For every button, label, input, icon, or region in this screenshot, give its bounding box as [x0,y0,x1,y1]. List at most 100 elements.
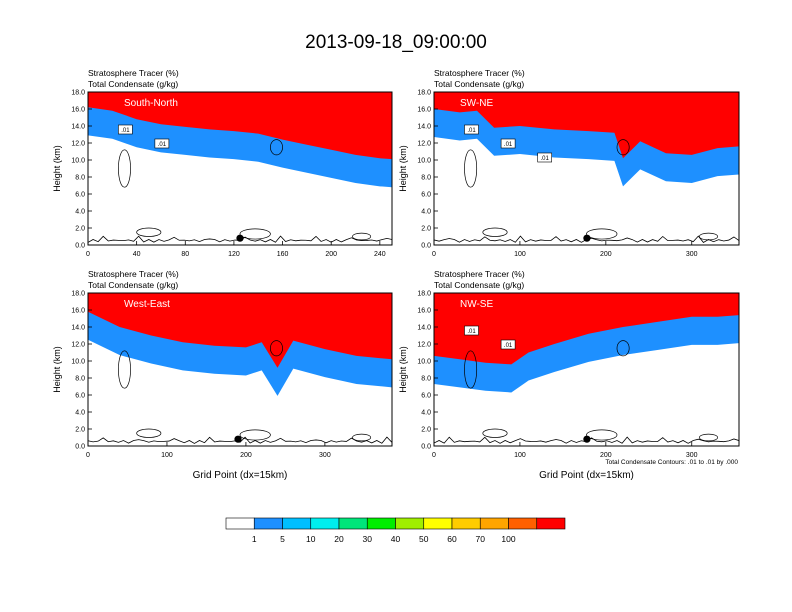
y-tick-label: 2.0 [421,226,431,233]
field-label: Total Condensate (g/kg) [434,280,524,290]
field-label: Total Condensate (g/kg) [88,79,178,89]
colorbar-label: 30 [363,534,373,544]
panel-sw-ne: .01 .01 .01 SW-NE Stratosphere Tracer (%)Tot… [398,68,740,258]
y-tick-label: 10.0 [71,158,85,165]
y-tick-label: 12.0 [417,342,431,349]
colorbar-label: 1 [252,534,257,544]
x-tick-label: 240 [374,251,386,258]
y-axis-label: Height (km) [52,145,62,192]
y-axis-label: Height (km) [398,346,408,393]
condensate-contour [616,340,630,357]
y-tick-label: 2.0 [75,226,85,233]
plot-area [88,92,392,243]
condensate-contour [698,232,718,241]
contour-label-box [500,339,516,350]
y-axis-label: Height (km) [398,145,408,192]
tracer-core [88,293,392,368]
contour-label: .01 [158,142,167,148]
x-axis-label: Grid Point (dx=15km) [193,470,288,481]
plot-area [88,293,392,444]
y-tick-label: 18.0 [71,291,85,298]
x-tick-label: 200 [325,251,337,258]
x-tick-label: 100 [514,251,526,258]
condensate-contour [136,428,162,438]
condensate-contour [352,433,372,442]
y-tick-label: 0.0 [421,243,431,250]
colorbar-swatch [395,517,425,530]
x-tick-label: 200 [600,452,612,459]
y-tick-label: 16.0 [417,107,431,114]
y-tick-label: 8.0 [421,376,431,383]
panel-west-east: West-East Stratosphere Tracer (%)Total Co… [52,269,393,481]
contour-label: .01 [467,329,476,335]
plot-frame [87,91,393,246]
x-tick-label: 300 [686,452,698,459]
y-tick-label: 4.0 [75,209,85,216]
colorbar-label: 10 [306,534,316,544]
panel-label: SW-NE [460,98,493,109]
terrain-line [88,436,392,444]
x-tick-label: 40 [133,251,141,258]
colorbar-swatch [451,517,481,530]
location-marker [583,234,591,242]
y-tick-label: 0.0 [75,444,85,451]
y-tick-label: 14.0 [417,124,431,131]
y-tick-label: 8.0 [75,376,85,383]
contour-label: .01 [504,142,513,148]
condensate-contour [270,139,283,156]
tracer-core [88,92,392,160]
y-tick-label: 16.0 [71,107,85,114]
plot-frame [87,292,393,447]
colorbar-swatch [225,517,255,530]
field-label: Total Condensate (g/kg) [88,280,178,290]
condensate-contour [136,227,162,237]
y-tick-label: 6.0 [421,393,431,400]
condensate-contour [464,149,478,188]
y-tick-label: 12.0 [71,342,85,349]
y-tick-label: 10.0 [417,158,431,165]
contour-label-box [464,124,479,135]
y-tick-label: 18.0 [417,90,431,97]
y-tick-label: 16.0 [71,308,85,315]
colorbar-label: 20 [334,534,344,544]
field-label: Stratosphere Tracer (%) [88,68,179,78]
y-tick-label: 14.0 [417,325,431,332]
x-tick-label: 200 [240,452,252,459]
contour-label-box [154,138,170,149]
colorbar-label: 5 [280,534,285,544]
contour-label-box [464,325,479,336]
y-tick-label: 0.0 [75,243,85,250]
condensate-contour [464,350,478,389]
y-tick-label: 8.0 [75,175,85,182]
colorbar-swatch [423,517,453,530]
location-marker [236,234,244,242]
field-label: Total Condensate (g/kg) [434,79,524,89]
y-tick-label: 18.0 [71,90,85,97]
y-tick-label: 16.0 [417,308,431,315]
colorbar-swatch [508,517,538,530]
y-tick-label: 10.0 [71,359,85,366]
x-tick-label: 120 [228,251,240,258]
colorbar-label: 40 [391,534,401,544]
x-tick-label: 0 [432,251,436,258]
colorbar: 1 5 10 20 30 40 50 60 70 100 [225,517,566,544]
y-tick-label: 0.0 [421,444,431,451]
x-tick-label: 160 [277,251,289,258]
colorbar-swatch [253,517,283,530]
field-label: Stratosphere Tracer (%) [88,269,179,279]
location-marker [583,435,591,443]
field-label: Stratosphere Tracer (%) [434,68,525,78]
x-tick-label: 200 [600,251,612,258]
condensate-contour [586,429,618,441]
contour-label: .01 [541,156,550,162]
condensate-contour [118,350,131,389]
panels-group: .01 .01 South-North Stratosphere Tracer (%)… [52,68,740,481]
y-tick-label: 14.0 [71,325,85,332]
y-tick-label: 12.0 [71,141,85,148]
y-tick-label: 10.0 [417,359,431,366]
x-tick-label: 0 [86,251,90,258]
condensate-contour [118,149,131,188]
x-tick-label: 300 [319,452,331,459]
